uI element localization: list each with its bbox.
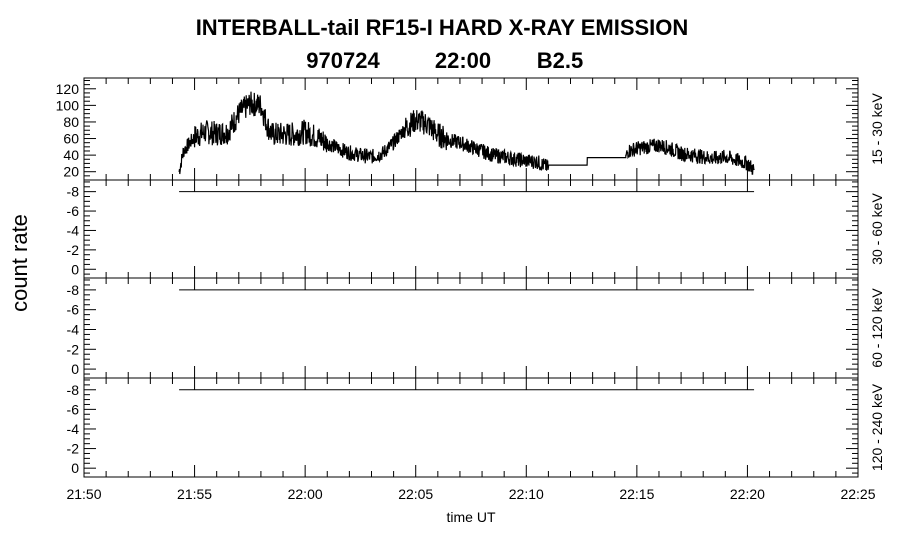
x-tick-label: 22:00 [288, 486, 323, 502]
y-tick-label: 0 [71, 460, 79, 476]
y-tick-label: 100 [56, 97, 80, 113]
y-tick-label: 40 [63, 147, 79, 163]
series-line-15-30kev [178, 91, 755, 175]
panel-frame-1 [83, 179, 859, 279]
y-tick-label: -6 [67, 302, 80, 318]
y-tick-label: -2 [67, 242, 80, 258]
chart-subtitle-time: 22:00 [435, 48, 491, 73]
x-tick-label: 21:55 [177, 486, 212, 502]
channel-label: 60 - 120 keV [869, 288, 885, 368]
x-tick-label: 22:20 [730, 486, 765, 502]
x-tick-label: 22:15 [619, 486, 654, 502]
y-tick-label: -6 [67, 401, 80, 417]
y-tick-label: -2 [67, 441, 80, 457]
x-tick-label: 21:50 [66, 486, 101, 502]
chart-title: INTERBALL-tail RF15-I HARD X-RAY EMISSIO… [196, 15, 689, 40]
channel-label: 15 - 30 keV [869, 93, 885, 165]
panel-frame-3 [83, 377, 859, 478]
chart-subtitle-class: B2.5 [537, 48, 583, 73]
x-tick-label: 22:25 [840, 486, 875, 502]
y-tick-label: 0 [71, 261, 79, 277]
y-tick-label: 0 [71, 361, 79, 377]
y-tick-label: 120 [56, 81, 80, 97]
y-tick-label: 60 [63, 131, 79, 147]
y-axis-label: count rate [7, 214, 32, 312]
y-tick-label: -4 [67, 321, 80, 337]
panel-frame-2 [83, 277, 859, 379]
y-tick-label: -2 [67, 341, 80, 357]
y-tick-label: 20 [63, 164, 79, 180]
y-tick-label: -4 [67, 222, 80, 238]
channel-label: 120 - 240 keV [869, 383, 885, 471]
y-tick-label: -8 [67, 282, 80, 298]
y-tick-label: -8 [67, 382, 80, 398]
y-tick-label: -4 [67, 421, 80, 437]
x-axis-label: time UT [447, 509, 496, 525]
channel-label: 30 - 60 keV [869, 193, 885, 265]
chart-subtitle-date: 970724 [306, 48, 380, 73]
x-tick-label: 22:10 [509, 486, 544, 502]
x-tick-label: 22:05 [398, 486, 433, 502]
y-tick-label: -8 [67, 184, 80, 200]
y-tick-label: -6 [67, 203, 80, 219]
y-tick-label: 80 [63, 114, 79, 130]
